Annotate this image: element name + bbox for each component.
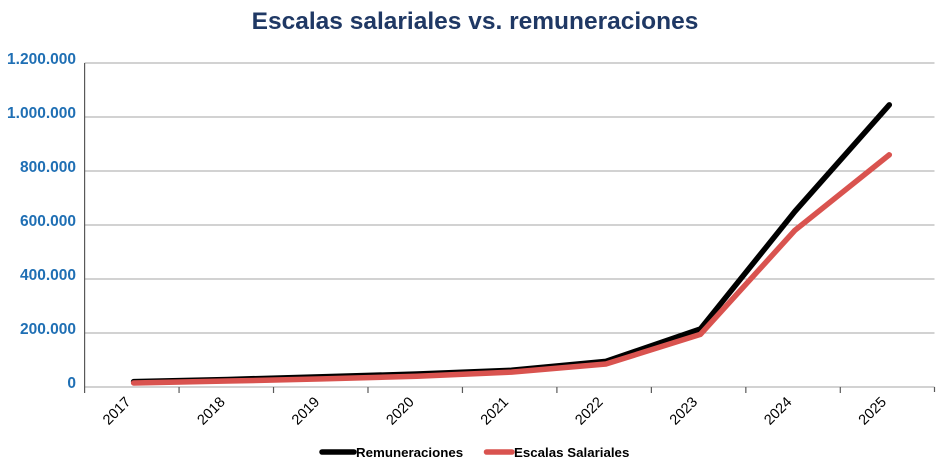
svg-text:0: 0 (67, 375, 76, 392)
svg-text:600.000: 600.000 (20, 213, 76, 230)
svg-text:2022: 2022 (572, 394, 606, 428)
svg-text:800.000: 800.000 (20, 159, 76, 176)
svg-text:2018: 2018 (195, 394, 229, 428)
svg-text:1.000.000: 1.000.000 (7, 105, 76, 122)
svg-text:2019: 2019 (289, 394, 323, 428)
svg-text:2023: 2023 (667, 394, 701, 428)
svg-text:2025: 2025 (856, 394, 890, 428)
svg-text:Remuneraciones: Remuneraciones (356, 445, 463, 460)
svg-text:2017: 2017 (100, 394, 134, 428)
svg-text:1.200.000: 1.200.000 (7, 51, 76, 68)
svg-text:2020: 2020 (384, 394, 418, 428)
svg-text:Escalas Salariales: Escalas Salariales (514, 445, 629, 460)
svg-text:2024: 2024 (761, 394, 795, 428)
svg-text:400.000: 400.000 (20, 267, 76, 284)
svg-text:2021: 2021 (478, 394, 512, 428)
svg-text:200.000: 200.000 (20, 321, 76, 338)
